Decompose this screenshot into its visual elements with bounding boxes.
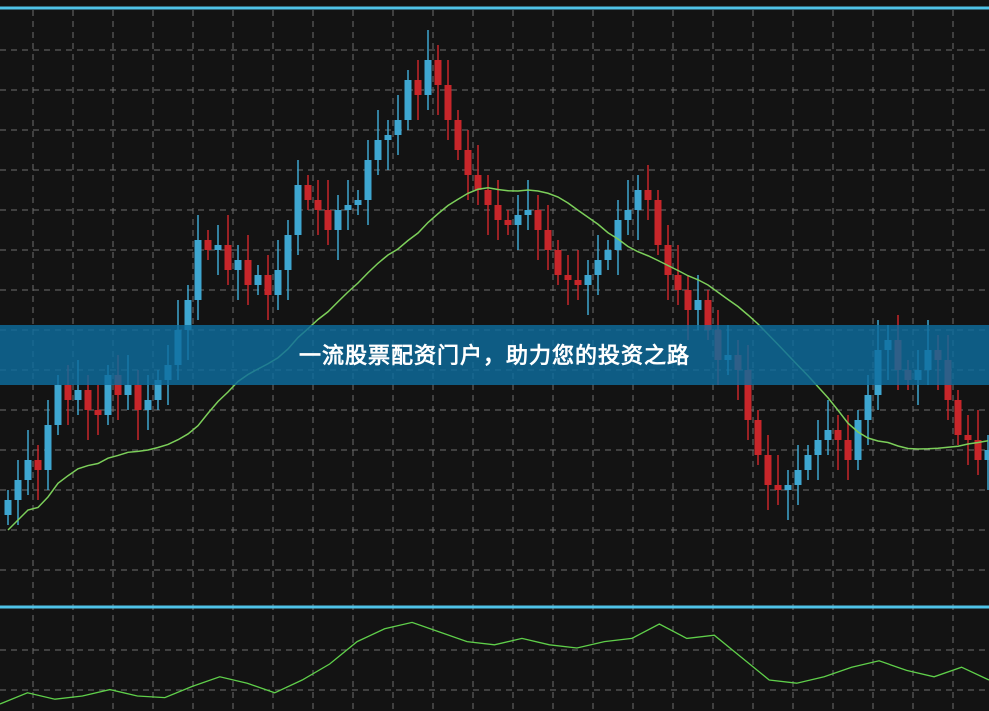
- candle-up: [804, 455, 812, 470]
- candle-up: [984, 450, 989, 460]
- banner-title: 一流股票配资门户，助力您的投资之路: [298, 344, 690, 369]
- candle-down: [494, 205, 502, 220]
- candle-up: [814, 440, 822, 455]
- candle-up: [394, 120, 402, 135]
- candle-down: [134, 385, 142, 410]
- candle-up: [524, 210, 532, 215]
- candle-up: [634, 190, 642, 210]
- candle-down: [544, 230, 552, 250]
- candle-up: [284, 235, 292, 270]
- candle-up: [864, 395, 872, 420]
- candle-down: [954, 400, 962, 435]
- candle-down: [844, 440, 852, 460]
- candle-up: [154, 380, 162, 400]
- candle-down: [834, 430, 842, 440]
- candle-up: [344, 205, 352, 210]
- candle-up: [784, 485, 792, 490]
- candle-up: [334, 210, 342, 230]
- candle-down: [64, 385, 72, 400]
- candle-up: [824, 430, 832, 440]
- candle-down: [764, 455, 772, 485]
- candle-up: [214, 245, 222, 250]
- candle-down: [264, 275, 272, 295]
- candle-down: [224, 245, 232, 270]
- candle-up: [144, 400, 152, 410]
- candle-down: [204, 240, 212, 250]
- candle-up: [854, 420, 862, 460]
- candle-down: [974, 440, 982, 460]
- candle-down: [654, 200, 662, 245]
- candle-down: [94, 410, 102, 415]
- title-banner: [0, 325, 989, 385]
- candle-down: [414, 80, 422, 95]
- candle-up: [794, 470, 802, 485]
- candle-down: [704, 300, 712, 330]
- candle-up: [594, 260, 602, 275]
- candle-up: [14, 480, 22, 500]
- candle-up: [364, 160, 372, 200]
- candle-up: [74, 390, 82, 400]
- candle-up: [24, 460, 32, 480]
- candle-down: [644, 190, 652, 200]
- candle-up: [234, 260, 242, 270]
- candle-up: [614, 220, 622, 250]
- candle-down: [84, 390, 92, 410]
- candle-down: [754, 420, 762, 455]
- candle-down: [314, 200, 322, 210]
- candle-up: [124, 385, 132, 395]
- candle-up: [54, 385, 62, 425]
- candle-down: [684, 290, 692, 310]
- candle-down: [574, 280, 582, 285]
- candle-down: [744, 370, 752, 420]
- candle-up: [374, 140, 382, 160]
- candle-down: [554, 250, 562, 275]
- candle-up: [424, 60, 432, 95]
- candle-down: [34, 460, 42, 470]
- candle-down: [534, 210, 542, 230]
- candle-up: [44, 425, 52, 470]
- candle-up: [404, 80, 412, 120]
- candle-up: [584, 275, 592, 285]
- candle-up: [184, 300, 192, 330]
- candle-down: [564, 275, 572, 280]
- candle-down: [474, 175, 482, 190]
- candle-down: [964, 435, 972, 440]
- candle-down: [664, 245, 672, 275]
- candle-up: [104, 375, 112, 415]
- candle-down: [484, 190, 492, 205]
- candle-down: [464, 150, 472, 175]
- moving-average-line: [7, 186, 989, 531]
- candle-up: [384, 135, 392, 140]
- indicator-line: [0, 621, 989, 705]
- candle-down: [444, 85, 452, 120]
- candle-down: [504, 220, 512, 225]
- candle-down: [324, 210, 332, 230]
- candle-up: [694, 300, 702, 310]
- candle-down: [674, 275, 682, 290]
- candle-down: [114, 375, 122, 395]
- candle-up: [294, 185, 302, 235]
- candle-down: [304, 185, 312, 200]
- candle-up: [254, 275, 262, 285]
- candle-up: [4, 500, 12, 515]
- candle-down: [244, 260, 252, 285]
- candle-up: [604, 250, 612, 260]
- candle-down: [434, 60, 442, 85]
- candle-down: [774, 485, 782, 490]
- candle-up: [274, 270, 282, 295]
- candle-up: [354, 200, 362, 205]
- candle-up: [514, 215, 522, 225]
- candle-down: [454, 120, 462, 150]
- candle-up: [624, 210, 632, 220]
- candle-up: [194, 240, 202, 300]
